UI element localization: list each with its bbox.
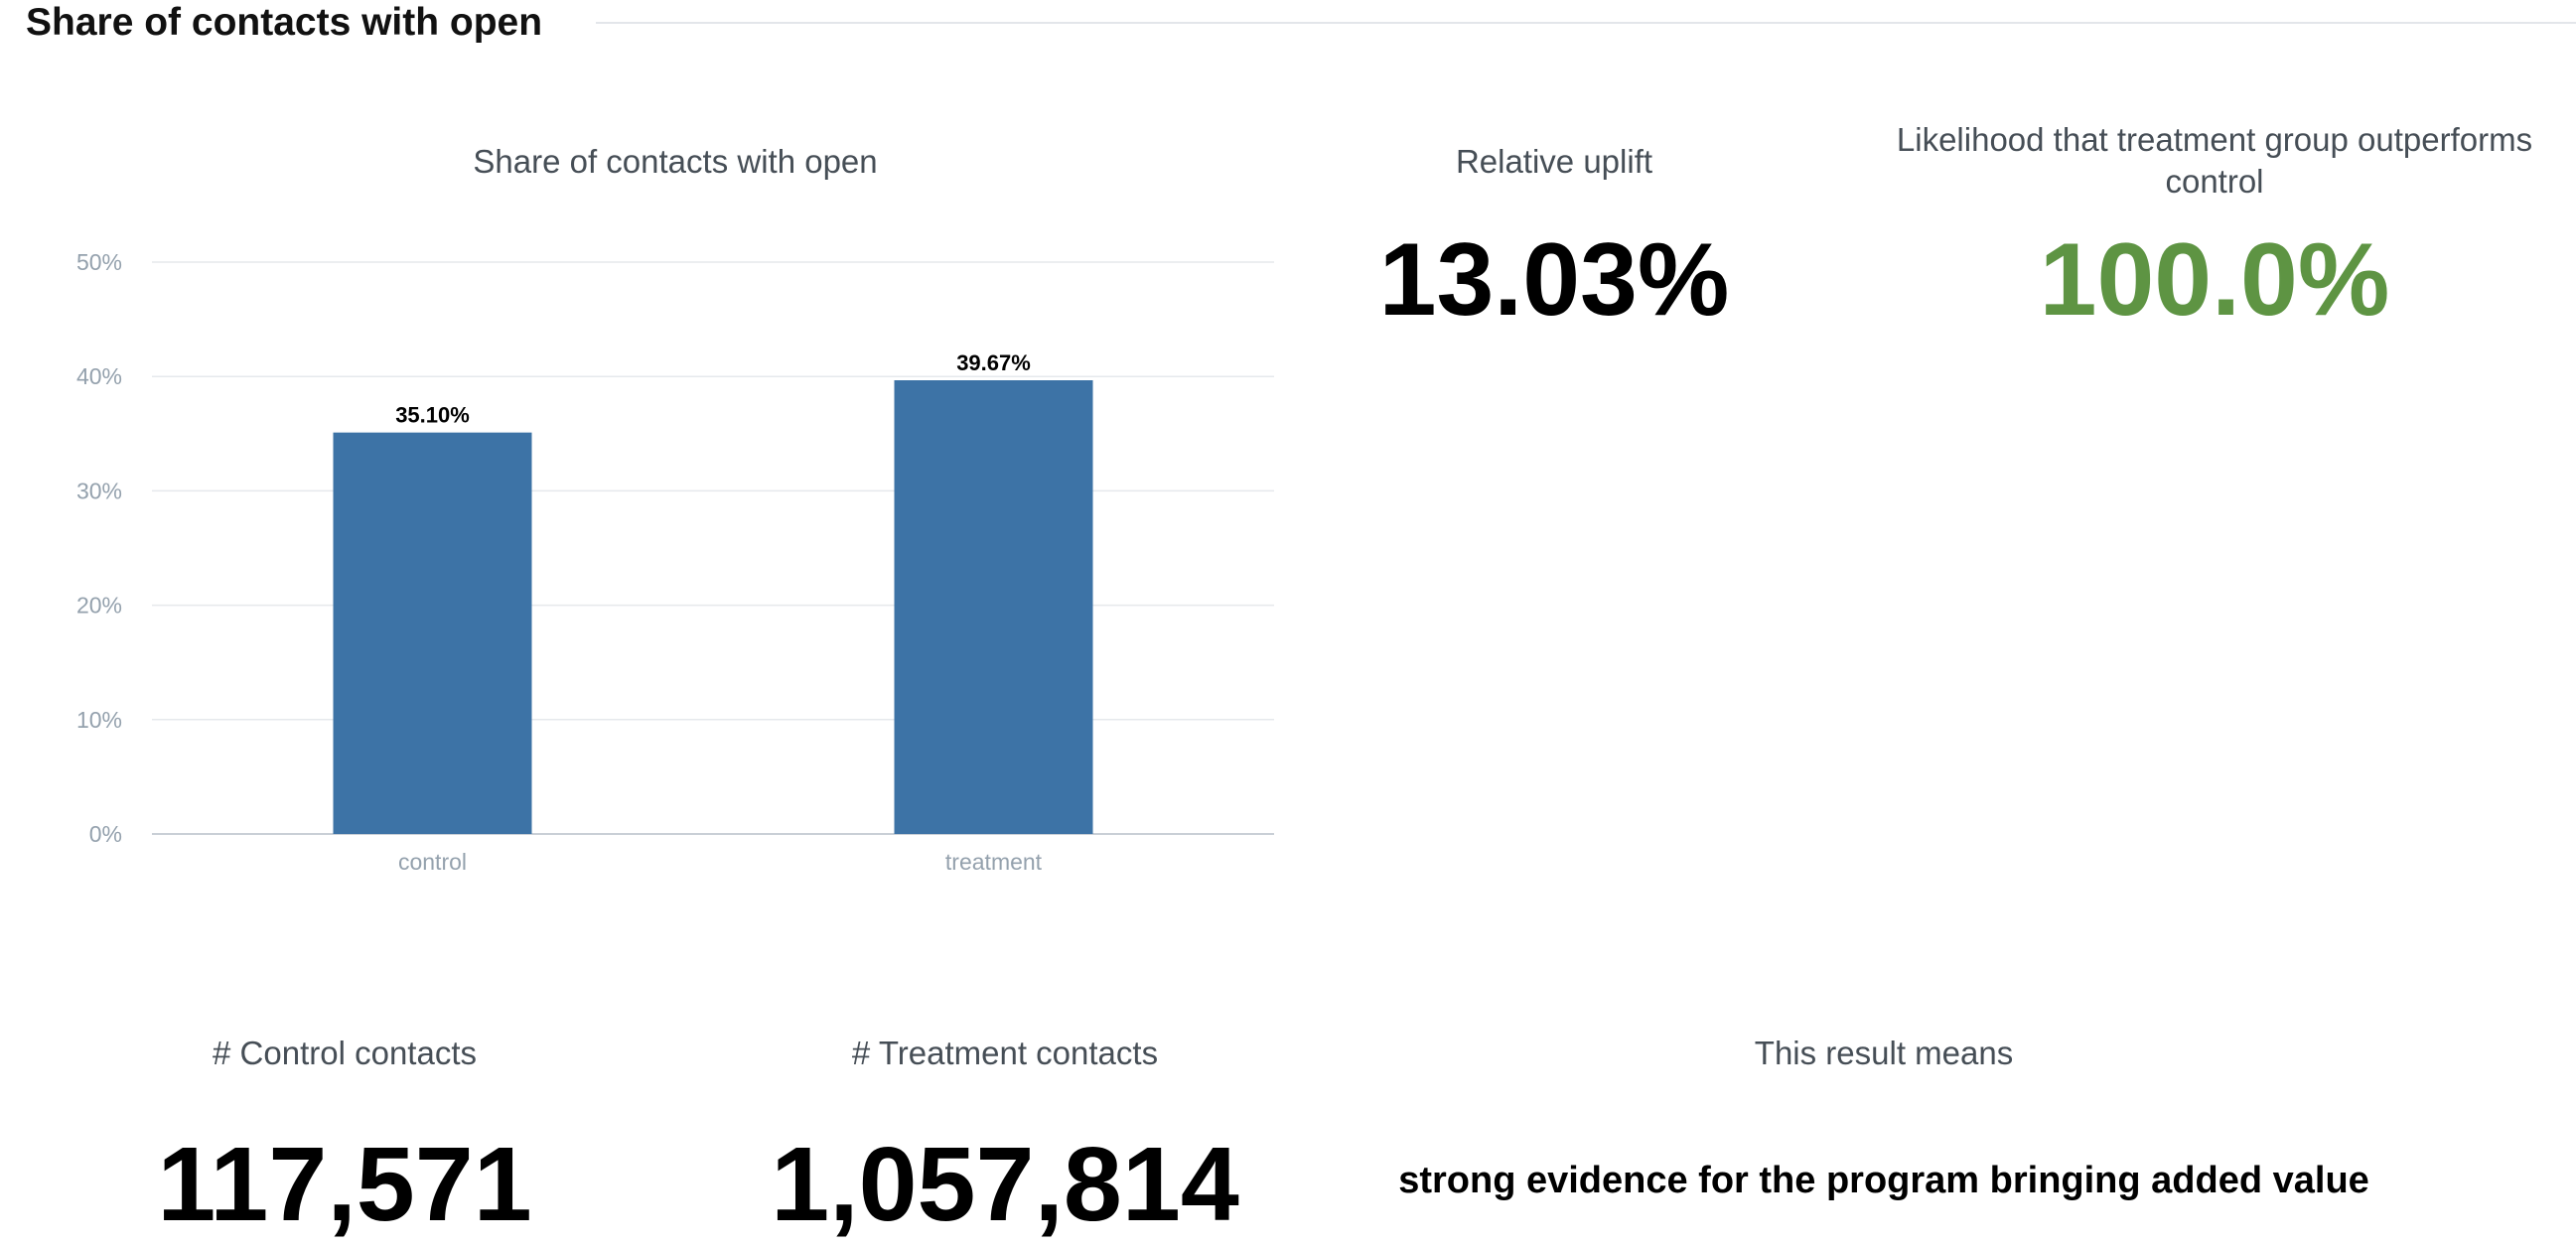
- result-title: This result means: [1754, 1035, 2014, 1071]
- uplift-title: Relative uplift: [1455, 143, 1653, 180]
- chart-bars: [333, 380, 1093, 834]
- result-text: strong evidence for the program bringing…: [1398, 1160, 2369, 1201]
- y-tick-label: 30%: [76, 478, 122, 503]
- y-tick-label: 40%: [76, 363, 122, 389]
- treatment-contacts-value: 1,057,814: [771, 1126, 1239, 1243]
- bar-chart: 0% 10% 20% 30% 40% 50% 35.10% 39.67% control tr…: [76, 249, 1274, 875]
- bar-treatment[interactable]: [894, 380, 1093, 834]
- x-category-label: treatment: [945, 849, 1043, 875]
- y-tick-label: 20%: [76, 593, 122, 619]
- data-label-treatment: 39.67%: [956, 350, 1031, 375]
- data-label-control: 35.10%: [395, 403, 470, 428]
- bar-control[interactable]: [333, 432, 532, 834]
- control-contacts-value: 117,571: [157, 1126, 532, 1243]
- y-tick-label: 50%: [76, 249, 122, 275]
- y-tick-label: 10%: [76, 707, 122, 733]
- chart-gridlines: [152, 261, 1274, 835]
- likelihood-title: Likelihood that treatment group outperfo…: [1896, 121, 2533, 200]
- chart-title: Share of contacts with open: [473, 143, 878, 180]
- y-tick-label: 0%: [89, 821, 122, 847]
- y-axis-ticks: 0% 10% 20% 30% 40% 50%: [76, 249, 122, 847]
- section-title: Share of contacts with open: [26, 1, 543, 44]
- section-divider: [596, 22, 2576, 24]
- uplift-value: 13.03%: [1378, 222, 1730, 338]
- x-axis-categories: control treatment: [398, 849, 1043, 875]
- treatment-contacts-title: # Treatment contacts: [851, 1035, 1159, 1071]
- chart-data-labels: 35.10% 39.67%: [395, 350, 1031, 428]
- control-contacts-title: # Control contacts: [213, 1035, 477, 1071]
- x-category-label: control: [398, 849, 467, 875]
- likelihood-value: 100.0%: [2039, 222, 2390, 338]
